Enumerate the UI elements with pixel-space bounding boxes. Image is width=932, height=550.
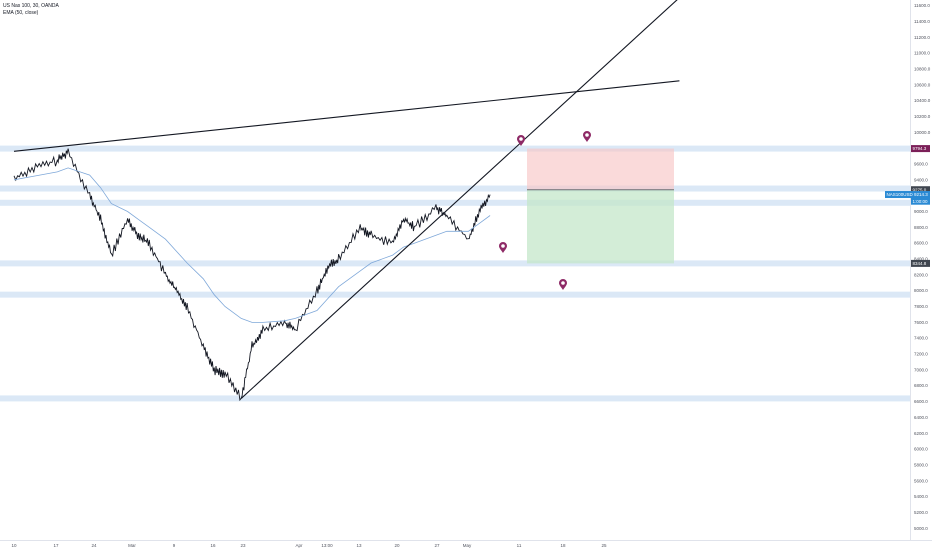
time-tick-label: 11 [517, 543, 522, 548]
price-tick-label: 5200.0 [914, 510, 928, 515]
price-tick-label: 5800.0 [914, 462, 928, 467]
time-tick-label: Apr [295, 543, 303, 548]
support-resistance-band-1[interactable] [0, 260, 910, 267]
price-tick-label: 6600.0 [914, 399, 928, 404]
price-tag-label: 8344.8 [913, 261, 927, 266]
event-marker-icon-3[interactable] [559, 279, 567, 290]
time-tick-label: 24 [91, 543, 97, 548]
price-tick-label: 7600.0 [914, 320, 928, 325]
time-tick-label: 18 [560, 543, 566, 548]
symbol-title: US Nas 100, 30, OANDA [3, 3, 60, 9]
time-tick-label: 25 [601, 543, 607, 548]
trendline-0[interactable] [13, 80, 680, 152]
time-tick-label: 17 [53, 543, 59, 548]
axis-corner[interactable] [911, 541, 932, 550]
time-tick-label: 10 [11, 543, 17, 548]
time-tick-label: 20 [394, 543, 400, 548]
price-tick-label: 8400.0 [914, 257, 928, 262]
price-tag-box [885, 191, 930, 199]
horizontal-levels [0, 145, 910, 402]
trendline-1[interactable] [240, 0, 679, 399]
legend: US Nas 100, 30, OANDA EMA (50, close) [3, 3, 60, 16]
support-resistance-band-2[interactable] [0, 291, 910, 298]
time-tick-label: Mar [128, 543, 136, 548]
price-tag-label: 9275.0 [913, 187, 927, 192]
price-tick-label: 11600.0 [914, 3, 930, 8]
price-tick-label: 9600.0 [914, 161, 928, 166]
price-tick-label: 6200.0 [914, 431, 928, 436]
price-tick-label: 10600.0 [914, 82, 931, 87]
time-tick-label: 23 [240, 543, 246, 548]
time-tick-label: 9 [173, 543, 176, 548]
time-tick-label: 16 [210, 543, 216, 548]
reward-zone[interactable] [527, 189, 674, 264]
trendlines[interactable] [13, 0, 680, 399]
price-axis[interactable]: 11600.0 11400.0 11200.0 11000.0 10800.0 10600… [914, 3, 931, 547]
price-tick-label: 7800.0 [914, 304, 928, 309]
price-tick-label: 8000.0 [914, 288, 928, 293]
price-tick-label: 8800.0 [914, 225, 928, 230]
price-line [13, 148, 491, 402]
price-tick-label: 10400.0 [914, 98, 931, 103]
price-tick-label: 5000.0 [914, 526, 928, 531]
price-tick-label: 9000.0 [914, 209, 928, 214]
event-markers[interactable] [499, 131, 591, 290]
price-tag-box [911, 259, 930, 267]
price-tag-label: NAS100USD 9214.3 [887, 192, 929, 197]
price-tick-label: 7200.0 [914, 352, 928, 357]
price-tick-label: 8200.0 [914, 272, 928, 277]
price-tick-label: 6400.0 [914, 415, 928, 420]
support-resistance-band-0[interactable] [0, 145, 910, 152]
event-marker-icon-1[interactable] [583, 131, 591, 142]
risk-zone[interactable] [527, 148, 674, 190]
price-tick-label: 5600.0 [914, 478, 928, 483]
time-tick-label: 27 [434, 543, 440, 548]
time-axis[interactable]: 10 17 24 Mar 9 16 23 Apr 13:00 13 20 27 May 11 18 25 [11, 543, 607, 548]
price-tag-box [911, 145, 930, 153]
indicator-label: EMA (50, close) [3, 10, 39, 16]
price-tick-label: 11200.0 [914, 35, 930, 40]
price-tick-label: 8600.0 [914, 241, 928, 246]
short-position[interactable] [527, 148, 674, 264]
price-tick-label: 7000.0 [914, 367, 928, 372]
price-tick-label: 7400.0 [914, 336, 928, 341]
event-marker-icon-2[interactable] [499, 242, 507, 253]
price-tick-label: 10200.0 [914, 114, 931, 119]
price-tick-label: 10800.0 [914, 66, 931, 71]
support-resistance-band-3[interactable] [0, 395, 910, 402]
price-tick-label: 9400.0 [914, 177, 928, 182]
time-tick-label: May [463, 543, 472, 548]
price-tag-label: 9794.3 [913, 146, 927, 151]
price-tag-box [911, 197, 930, 205]
price-tick-label: 11000.0 [914, 51, 930, 56]
price-tick-label: 6000.0 [914, 447, 928, 452]
time-tick-label: 13 [356, 543, 362, 548]
price-tick-label: 6800.0 [914, 383, 928, 388]
support-resistance-band-4[interactable] [0, 185, 910, 192]
price-tick-label: 11400.0 [914, 19, 930, 24]
price-tick-label: 10000.0 [914, 130, 931, 135]
price-tag-label: 1:00:00 [913, 199, 929, 204]
price-tag-box [911, 186, 930, 194]
price-tick-label: 5400.0 [914, 494, 928, 499]
event-marker-icon-0[interactable] [517, 135, 525, 146]
time-tick-label: 13:00 [321, 543, 333, 548]
